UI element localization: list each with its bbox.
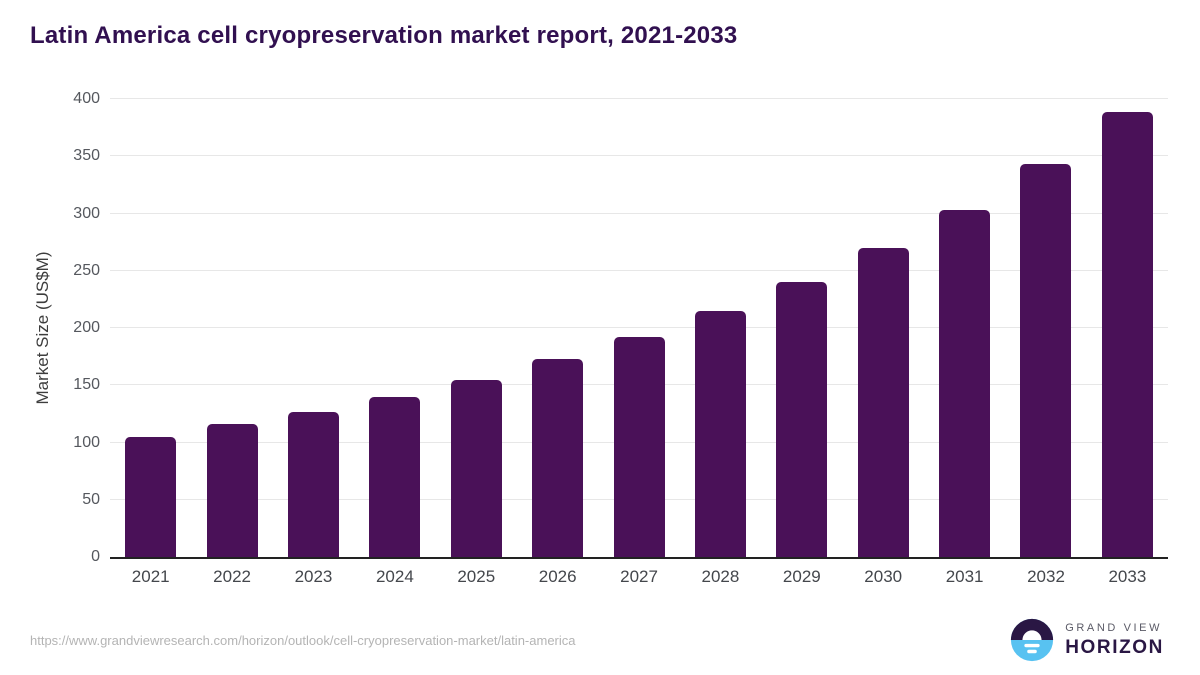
bar-2029 <box>776 282 828 557</box>
x-tick-label-2022: 2022 <box>213 567 251 586</box>
bar-column-2024 <box>354 99 435 557</box>
bar-2027 <box>613 337 665 557</box>
x-tick-label-2031: 2031 <box>945 567 984 586</box>
logo-grand-view-label: GRAND VIEW <box>1065 621 1163 634</box>
y-tick-label-150: 150 <box>73 376 100 394</box>
bar-column-2025 <box>436 99 517 557</box>
logo-horizon-label: HORIZON <box>1065 636 1164 658</box>
bar-column-2030 <box>843 99 924 557</box>
grandview-horizon-logo: GRAND VIEW HORIZON <box>1009 617 1164 663</box>
bar-2026 <box>532 358 584 557</box>
y-tick-label-50: 50 <box>82 490 100 508</box>
bar-column-2031 <box>924 99 1005 557</box>
x-tick-label-2028: 2028 <box>701 567 740 586</box>
bar-column-2028 <box>680 99 761 557</box>
bar-2025 <box>450 379 502 557</box>
bar-2031 <box>939 210 991 557</box>
x-tick-label-2029: 2029 <box>782 567 821 586</box>
gridline-400 <box>110 98 1168 99</box>
gridline-300 <box>110 212 1168 214</box>
gridline-250 <box>110 269 1168 271</box>
x-tick-label-2030: 2030 <box>864 567 903 586</box>
y-tick-label-400: 400 <box>73 90 100 107</box>
gridline-200 <box>110 327 1168 328</box>
bar-2022 <box>206 424 258 557</box>
logo-wordmark: GRAND VIEW HORIZON <box>1065 622 1164 659</box>
y-tick-label-200: 200 <box>73 319 100 336</box>
bar-2021 <box>125 436 177 557</box>
x-tick-label-2021: 2021 <box>131 567 170 586</box>
y-tick-label-250: 250 <box>73 261 100 279</box>
page-title: Latin America cell cryopreservation mark… <box>30 22 738 49</box>
y-axis-ticks: 0 50 100 150 200 250 300 350 400 <box>0 90 100 565</box>
plot-area <box>110 98 1168 559</box>
bar-column-2027 <box>598 99 679 557</box>
source-url: https://www.grandviewresearch.com/horizo… <box>30 633 576 648</box>
horizon-sun-icon <box>1011 618 1054 662</box>
x-tick-label-2023: 2023 <box>294 567 333 586</box>
bar-column-2021 <box>110 99 191 557</box>
bar-2030 <box>857 247 909 557</box>
bar-2028 <box>694 310 746 557</box>
x-tick-label-2025: 2025 <box>457 567 496 586</box>
bar-series <box>110 99 1168 557</box>
bar-column-2032 <box>1005 99 1086 557</box>
bar-column-2029 <box>761 99 842 557</box>
y-tick-label-300: 300 <box>73 204 100 222</box>
gridline-350 <box>110 155 1168 157</box>
y-tick-label-0: 0 <box>91 548 100 565</box>
x-tick-label-2033: 2033 <box>1108 567 1147 586</box>
bar-2024 <box>369 396 421 557</box>
bar-2032 <box>1020 164 1072 557</box>
bar-column-2023 <box>273 99 354 557</box>
bar-column-2033 <box>1087 99 1168 557</box>
y-tick-label-100: 100 <box>73 433 100 451</box>
x-tick-label-2026: 2026 <box>538 567 577 586</box>
x-tick-label-2024: 2024 <box>375 567 414 586</box>
bar-column-2022 <box>191 99 272 557</box>
bar-column-2026 <box>517 99 598 557</box>
x-tick-label-2027: 2027 <box>620 567 658 586</box>
x-axis-labels: 2021 2022 2023 2024 2025 2026 2027 2028 2029 2030… <box>110 567 1168 587</box>
bar-2023 <box>287 411 339 557</box>
bar-2033 <box>1101 111 1153 557</box>
x-tick-label-2032: 2032 <box>1027 567 1065 586</box>
y-tick-label-350: 350 <box>73 147 100 165</box>
